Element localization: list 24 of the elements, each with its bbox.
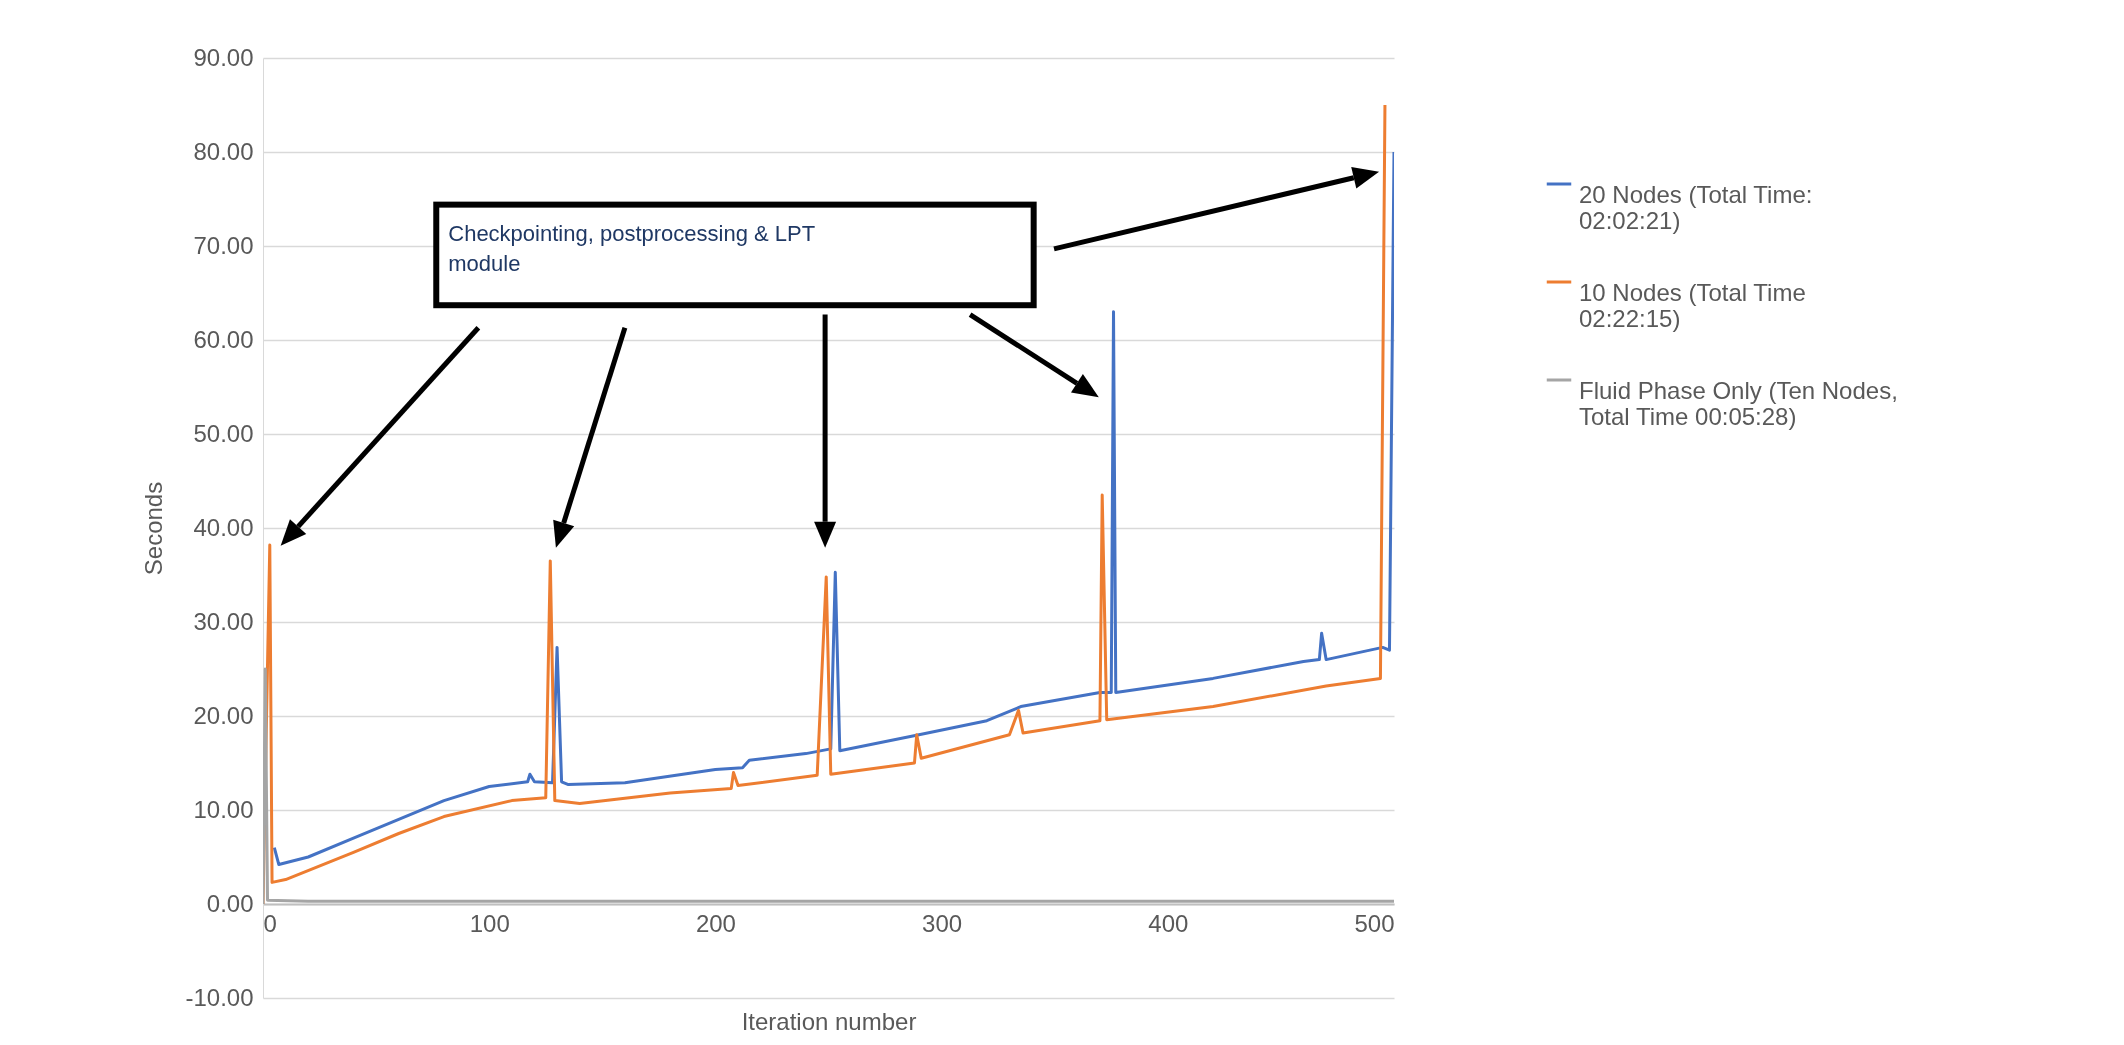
x-tick-label: 400 — [1148, 909, 1189, 937]
legend-label: 10 Nodes (Total Time 02:22:15) — [1579, 279, 1806, 332]
legend-label: Fluid Phase Only (Ten Nodes, Total Time 00:05:28) — [1579, 377, 1898, 430]
y-tick-label: 80.00 — [193, 137, 254, 165]
y-tick-label: 90.00 — [193, 43, 254, 71]
line-series — [263, 667, 1394, 906]
y-tick-label: 70.00 — [193, 231, 254, 259]
y-tick-label: 60.00 — [193, 325, 254, 353]
y-tick-label: 10.00 — [193, 795, 254, 823]
y-tick-label: 50.00 — [193, 419, 254, 447]
y-tick-label: 0.00 — [206, 889, 254, 917]
x-tick-label: 200 — [695, 909, 736, 937]
annotation: Checkpointing, postprocessing & LPT module — [448, 220, 816, 276]
x-tick-label: 300 — [922, 909, 963, 937]
x-tick-label: 100 — [469, 909, 510, 937]
y-tick-label: 40.00 — [193, 513, 254, 541]
x-tick-label: 0 — [263, 909, 277, 937]
y-tick-label: -10.00 — [185, 983, 254, 1011]
y-tick-label: 30.00 — [193, 607, 254, 635]
y-axis-title: Seconds — [140, 481, 168, 576]
x-tick-label: 500 — [1354, 909, 1395, 937]
y-tick-label: 20.00 — [193, 701, 254, 729]
x-axis-title: Iteration number — [741, 1007, 917, 1035]
legend-label: 20 Nodes (Total Time: 02:02:21) — [1579, 181, 1813, 234]
